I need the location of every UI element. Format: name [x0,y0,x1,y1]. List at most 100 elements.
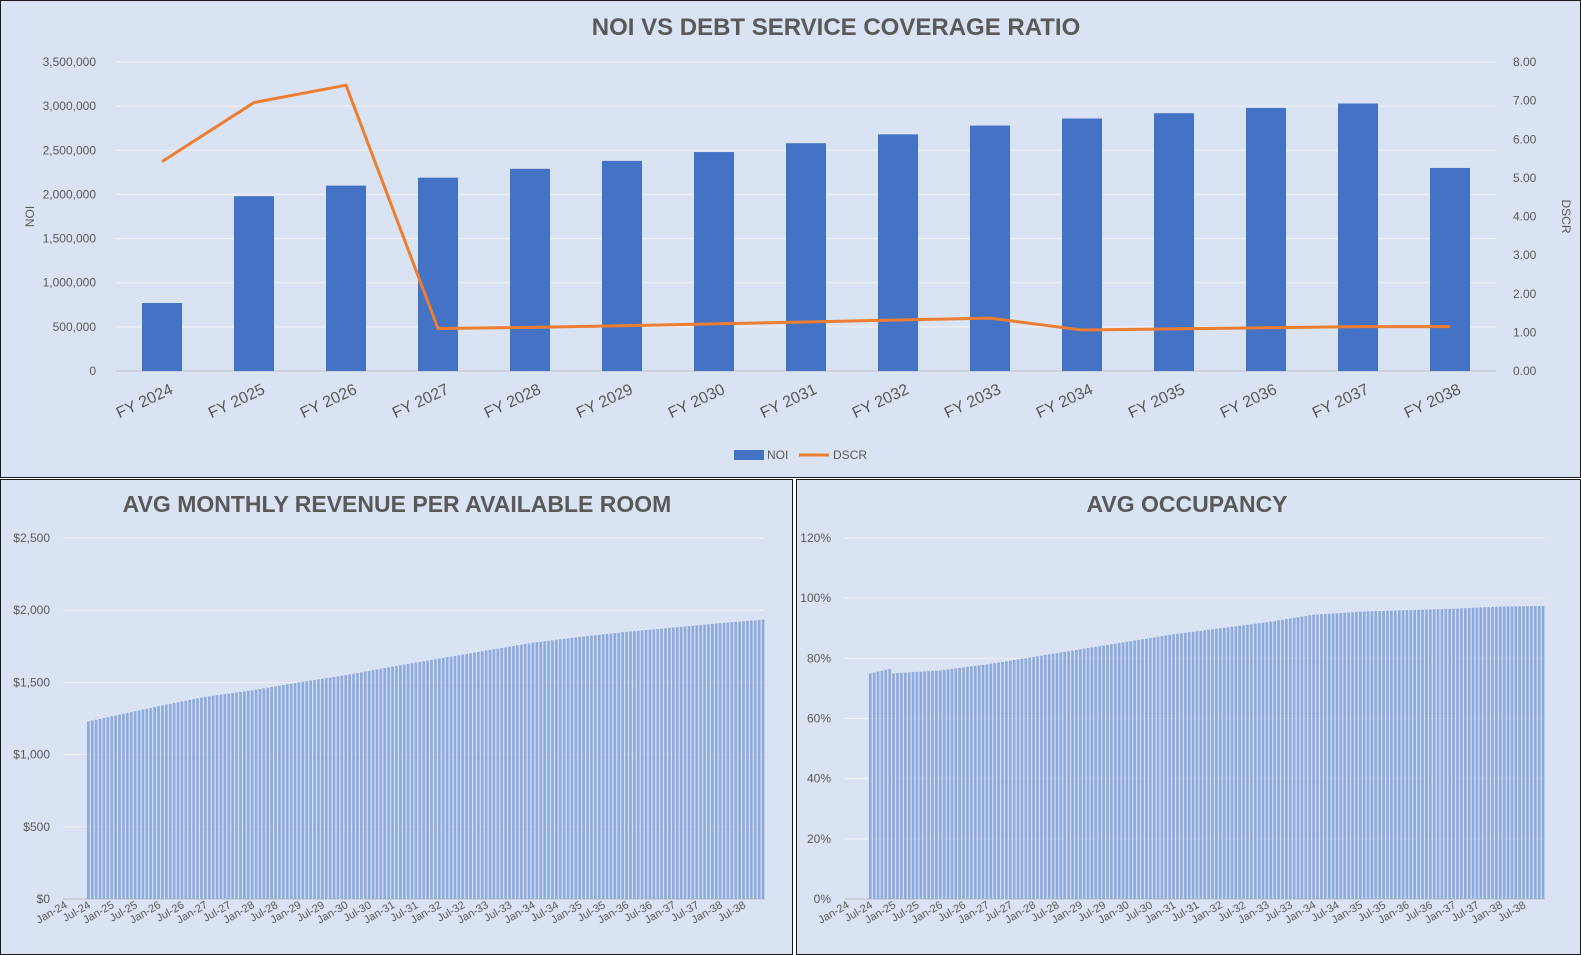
month-bar [977,665,981,899]
month-bar [227,693,231,899]
month-bar [714,623,718,899]
x-tick-label: Jul-38 [716,899,748,924]
month-bar [1323,613,1327,899]
month-bar [691,625,695,899]
noi-bar [1430,167,1470,371]
month-bar [309,680,313,899]
month-bar [1487,607,1490,899]
month-bar [1145,638,1148,899]
month-bar [110,716,114,899]
month-bar [1530,606,1533,899]
month-bar [1012,659,1016,899]
y-tick-label: 40% [807,772,831,786]
month-bar [1238,625,1242,899]
month-bar [1495,606,1498,899]
month-bar [1036,656,1039,899]
month-bar [1090,647,1094,899]
month-bar [1537,606,1541,899]
noi-bar [1062,118,1102,371]
month-bar [1409,610,1413,899]
month-bar [1541,605,1545,899]
month-bar [1386,610,1389,899]
month-bar [437,658,441,899]
month-bar [1168,634,1172,899]
y2-tick-label: 7.00 [1513,94,1537,108]
month-bar [359,672,363,899]
month-bar [1160,636,1164,899]
month-bar [1277,620,1280,899]
month-bar [613,633,617,899]
month-bar [1393,610,1397,899]
month-bar [239,691,242,899]
month-bar [989,663,993,899]
month-bar [1417,609,1420,899]
month-bar [535,642,539,899]
month-bar [1312,614,1315,899]
legend-label-dscr: DSCR [833,448,867,462]
month-bar [492,649,496,899]
month-bar [1308,615,1312,899]
month-bar [872,672,876,899]
month-bar [734,621,738,899]
month-bar [671,627,675,899]
month-bar [1281,619,1284,899]
x-tick-label: FY 2037 [1310,381,1372,422]
month-bar [1421,609,1424,899]
month-bar [923,671,927,899]
month-bar [461,654,465,899]
month-bar [586,636,589,899]
month-bar [1063,651,1067,899]
month-bar [344,675,348,899]
month-bar [340,675,344,899]
month-bar [1129,641,1133,899]
month-bar [707,624,710,899]
month-bar [1347,612,1350,899]
month-bar [1102,645,1105,899]
y-tick-label: $0 [37,892,51,906]
month-bar [133,711,137,899]
month-bar [1086,648,1090,899]
month-bar [915,671,919,899]
month-bar [868,673,872,899]
month-bar [742,621,745,899]
month-bar [1211,629,1214,899]
month-bar [1331,613,1335,899]
month-bar [1187,632,1191,899]
noi-bar [326,185,366,371]
noi-bar [418,177,458,371]
month-bar [129,712,133,899]
month-bar [348,674,352,899]
month-bar [149,707,153,899]
y-tick-label: 2,000,000 [43,187,97,201]
month-bar [527,643,531,899]
noi-bar [142,303,182,371]
y-tick-label: 80% [807,651,831,665]
month-bar [285,684,289,899]
month-bar [137,710,141,899]
month-bar [1355,611,1358,899]
month-bar [699,625,703,899]
month-bar [406,663,410,899]
month-bar [1137,639,1140,899]
month-bar [1024,658,1028,899]
month-bar [1180,633,1183,899]
month-bar [888,668,892,899]
month-bar [465,653,469,899]
y2-tick-label: 2.00 [1513,287,1537,301]
month-bar [629,631,632,899]
month-bar [1257,623,1261,899]
month-bar [632,631,636,899]
month-bar [981,664,985,899]
month-bar [176,702,180,899]
month-bar [1425,609,1428,899]
month-bar [1261,622,1265,899]
month-bar [422,661,426,899]
month-bar [480,651,484,899]
y-tick-label: 120% [800,531,831,545]
x-tick-label: FY 2031 [758,381,820,422]
month-bar [305,681,309,899]
month-bar [597,634,601,899]
month-bar [601,634,605,899]
month-bar [1148,638,1152,899]
month-bar [231,693,235,899]
